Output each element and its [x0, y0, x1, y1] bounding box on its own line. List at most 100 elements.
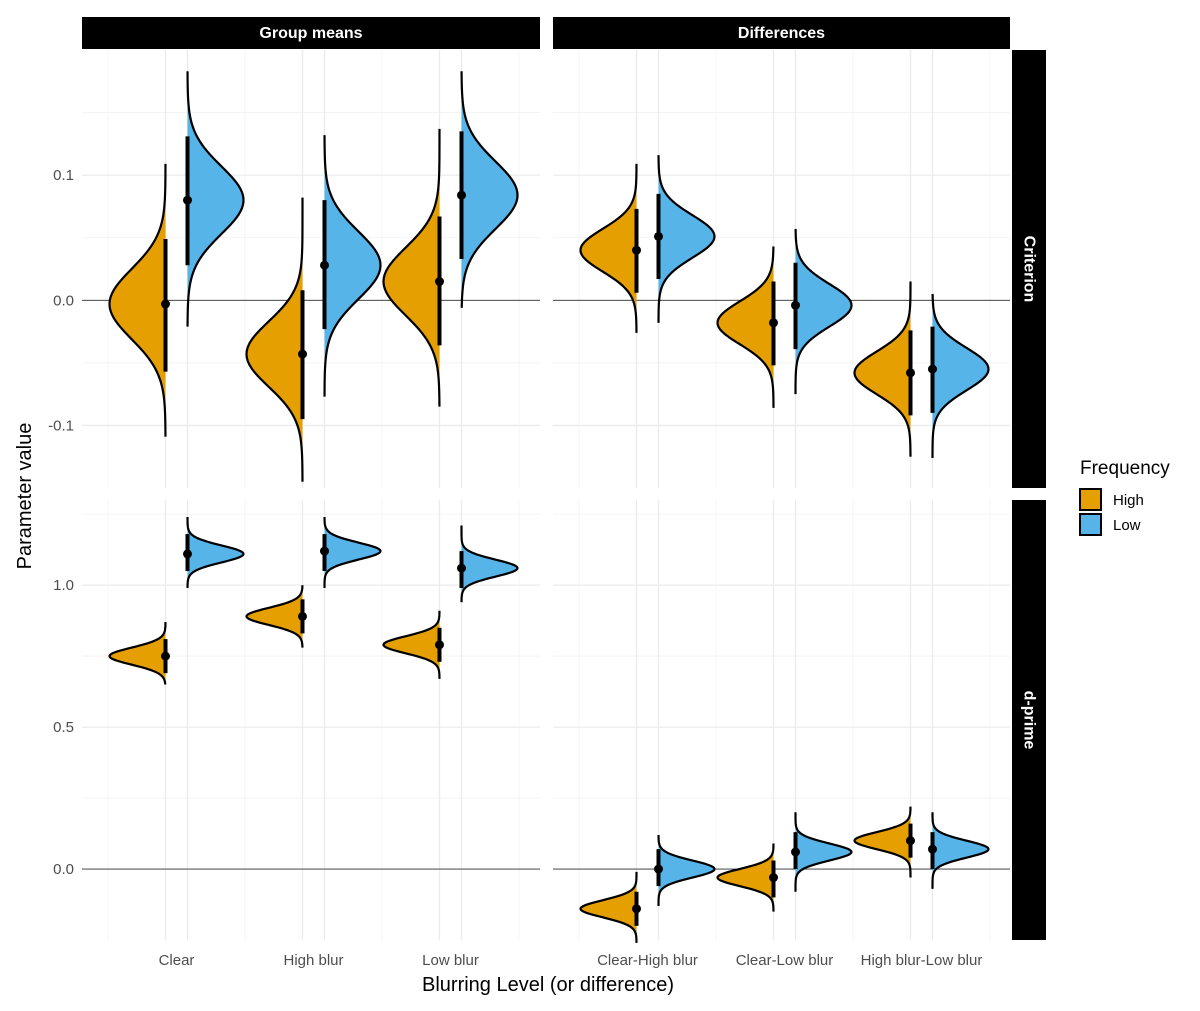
panel	[553, 500, 1010, 944]
legend-key-low	[1079, 513, 1102, 536]
column-strip	[82, 17, 540, 49]
point-estimate-low	[320, 260, 329, 270]
panel	[82, 50, 540, 488]
point-estimate-low	[457, 190, 466, 200]
violin-fill-low	[658, 834, 715, 906]
violin-fill-high	[580, 163, 637, 333]
point-estimate-high	[161, 651, 170, 661]
violin-outline-low	[794, 228, 853, 395]
violin-outline-low	[323, 516, 382, 589]
point-estimate-low	[791, 300, 800, 310]
row-strip	[1012, 500, 1046, 940]
point-estimate-high	[632, 904, 641, 914]
point-estimate-low	[457, 563, 466, 573]
point-estimate-high	[298, 611, 307, 621]
x-tick-label: Clear	[159, 952, 195, 969]
point-estimate-low	[183, 549, 192, 559]
violin-fill-low	[187, 71, 244, 327]
point-estimate-high	[769, 318, 778, 328]
y-tick-label: 0.0	[53, 861, 74, 878]
point-estimate-high	[906, 368, 915, 378]
violin-fill-high	[717, 246, 774, 408]
violin-fill-low	[187, 517, 244, 588]
violin-outline-low	[657, 834, 716, 907]
violin-outline-high	[108, 163, 167, 437]
column-strip-label: Group means	[259, 25, 362, 42]
y-tick-label: 0.5	[53, 719, 74, 736]
point-estimate-high	[769, 873, 778, 883]
column-strip	[553, 17, 1010, 49]
panel	[82, 500, 540, 940]
y-tick-label: 0.0	[53, 292, 74, 309]
violin-outline-high	[382, 128, 441, 407]
axes: -0.1 0.0 0.1 0.0 0.5 1.0 Clear High blur Low blu…	[48, 167, 982, 969]
violin-fill-low	[461, 71, 518, 308]
point-estimate-low	[654, 231, 663, 241]
violin-fill-high	[383, 610, 440, 679]
row-strip-label: d-prime	[1021, 691, 1038, 750]
violin-outline-low	[657, 155, 716, 323]
violin-fill-high	[854, 281, 911, 457]
violin-fill-high	[383, 128, 440, 407]
point-estimate-low	[320, 546, 329, 556]
y-tick-label: 0.1	[53, 167, 74, 184]
violin-outline-low	[931, 294, 990, 458]
legend-title: Frequency	[1080, 458, 1170, 479]
violin-outline-low	[186, 516, 245, 589]
row-strip	[1012, 50, 1046, 488]
violin-outline-high	[579, 871, 638, 944]
violin-fill-high	[109, 622, 166, 685]
violin-outline-high	[382, 610, 441, 680]
violin-fill-low	[324, 517, 381, 588]
violin-fill-low	[932, 812, 989, 889]
x-tick-label: Low blur	[422, 952, 479, 969]
violin-fill-low	[461, 525, 518, 603]
legend-label-low: Low	[1113, 517, 1141, 534]
violin-fill-high	[109, 163, 166, 437]
violin-outline-low	[460, 71, 519, 308]
x-tick-label: High blur-Low blur	[861, 952, 983, 969]
violin-outline-low	[931, 812, 990, 890]
violin-outline-high	[245, 584, 304, 648]
violin-outline-low	[186, 71, 245, 327]
facet-panels	[82, 50, 1010, 944]
y-tick-label: -0.1	[48, 417, 74, 434]
point-estimate-high	[435, 640, 444, 650]
violin-outline-low	[794, 812, 853, 892]
violin-fill-high	[246, 197, 303, 482]
violin-outline-high	[579, 163, 638, 333]
violin-fill-low	[795, 812, 852, 892]
column-strip-label: Differences	[738, 25, 825, 42]
point-estimate-high	[906, 836, 915, 846]
point-estimate-high	[161, 299, 170, 309]
violin-outline-low	[460, 525, 519, 603]
legend: Frequency High Low	[1079, 458, 1170, 536]
violin-outline-high	[108, 621, 167, 685]
violin-outline-high	[853, 806, 912, 878]
legend-key-high	[1079, 488, 1102, 511]
violin-fill-high	[580, 871, 637, 943]
violin-fill-high	[717, 843, 774, 912]
x-tick-label: Clear-High blur	[597, 952, 698, 969]
point-estimate-low	[928, 844, 937, 854]
panel	[553, 50, 1010, 488]
point-estimate-high	[298, 349, 307, 359]
x-axis-title: Blurring Level (or difference)	[422, 974, 674, 996]
point-estimate-low	[654, 864, 663, 874]
point-estimate-low	[791, 847, 800, 857]
x-tick-label: High blur	[283, 952, 343, 969]
violin-outline-high	[716, 843, 775, 912]
violin-outline-high	[716, 246, 775, 408]
violin-fill-low	[795, 228, 852, 395]
violin-fill-high	[246, 585, 303, 648]
violin-outline-high	[245, 197, 304, 482]
violin-fill-low	[324, 135, 381, 397]
y-axis-title: Parameter value	[14, 423, 36, 570]
legend-label-high: High	[1113, 492, 1144, 509]
point-estimate-low	[928, 364, 937, 374]
point-estimate-high	[435, 277, 444, 287]
violin-fill-low	[658, 155, 715, 323]
violin-outline-high	[853, 281, 912, 457]
row-strip-label: Criterion	[1021, 236, 1038, 303]
